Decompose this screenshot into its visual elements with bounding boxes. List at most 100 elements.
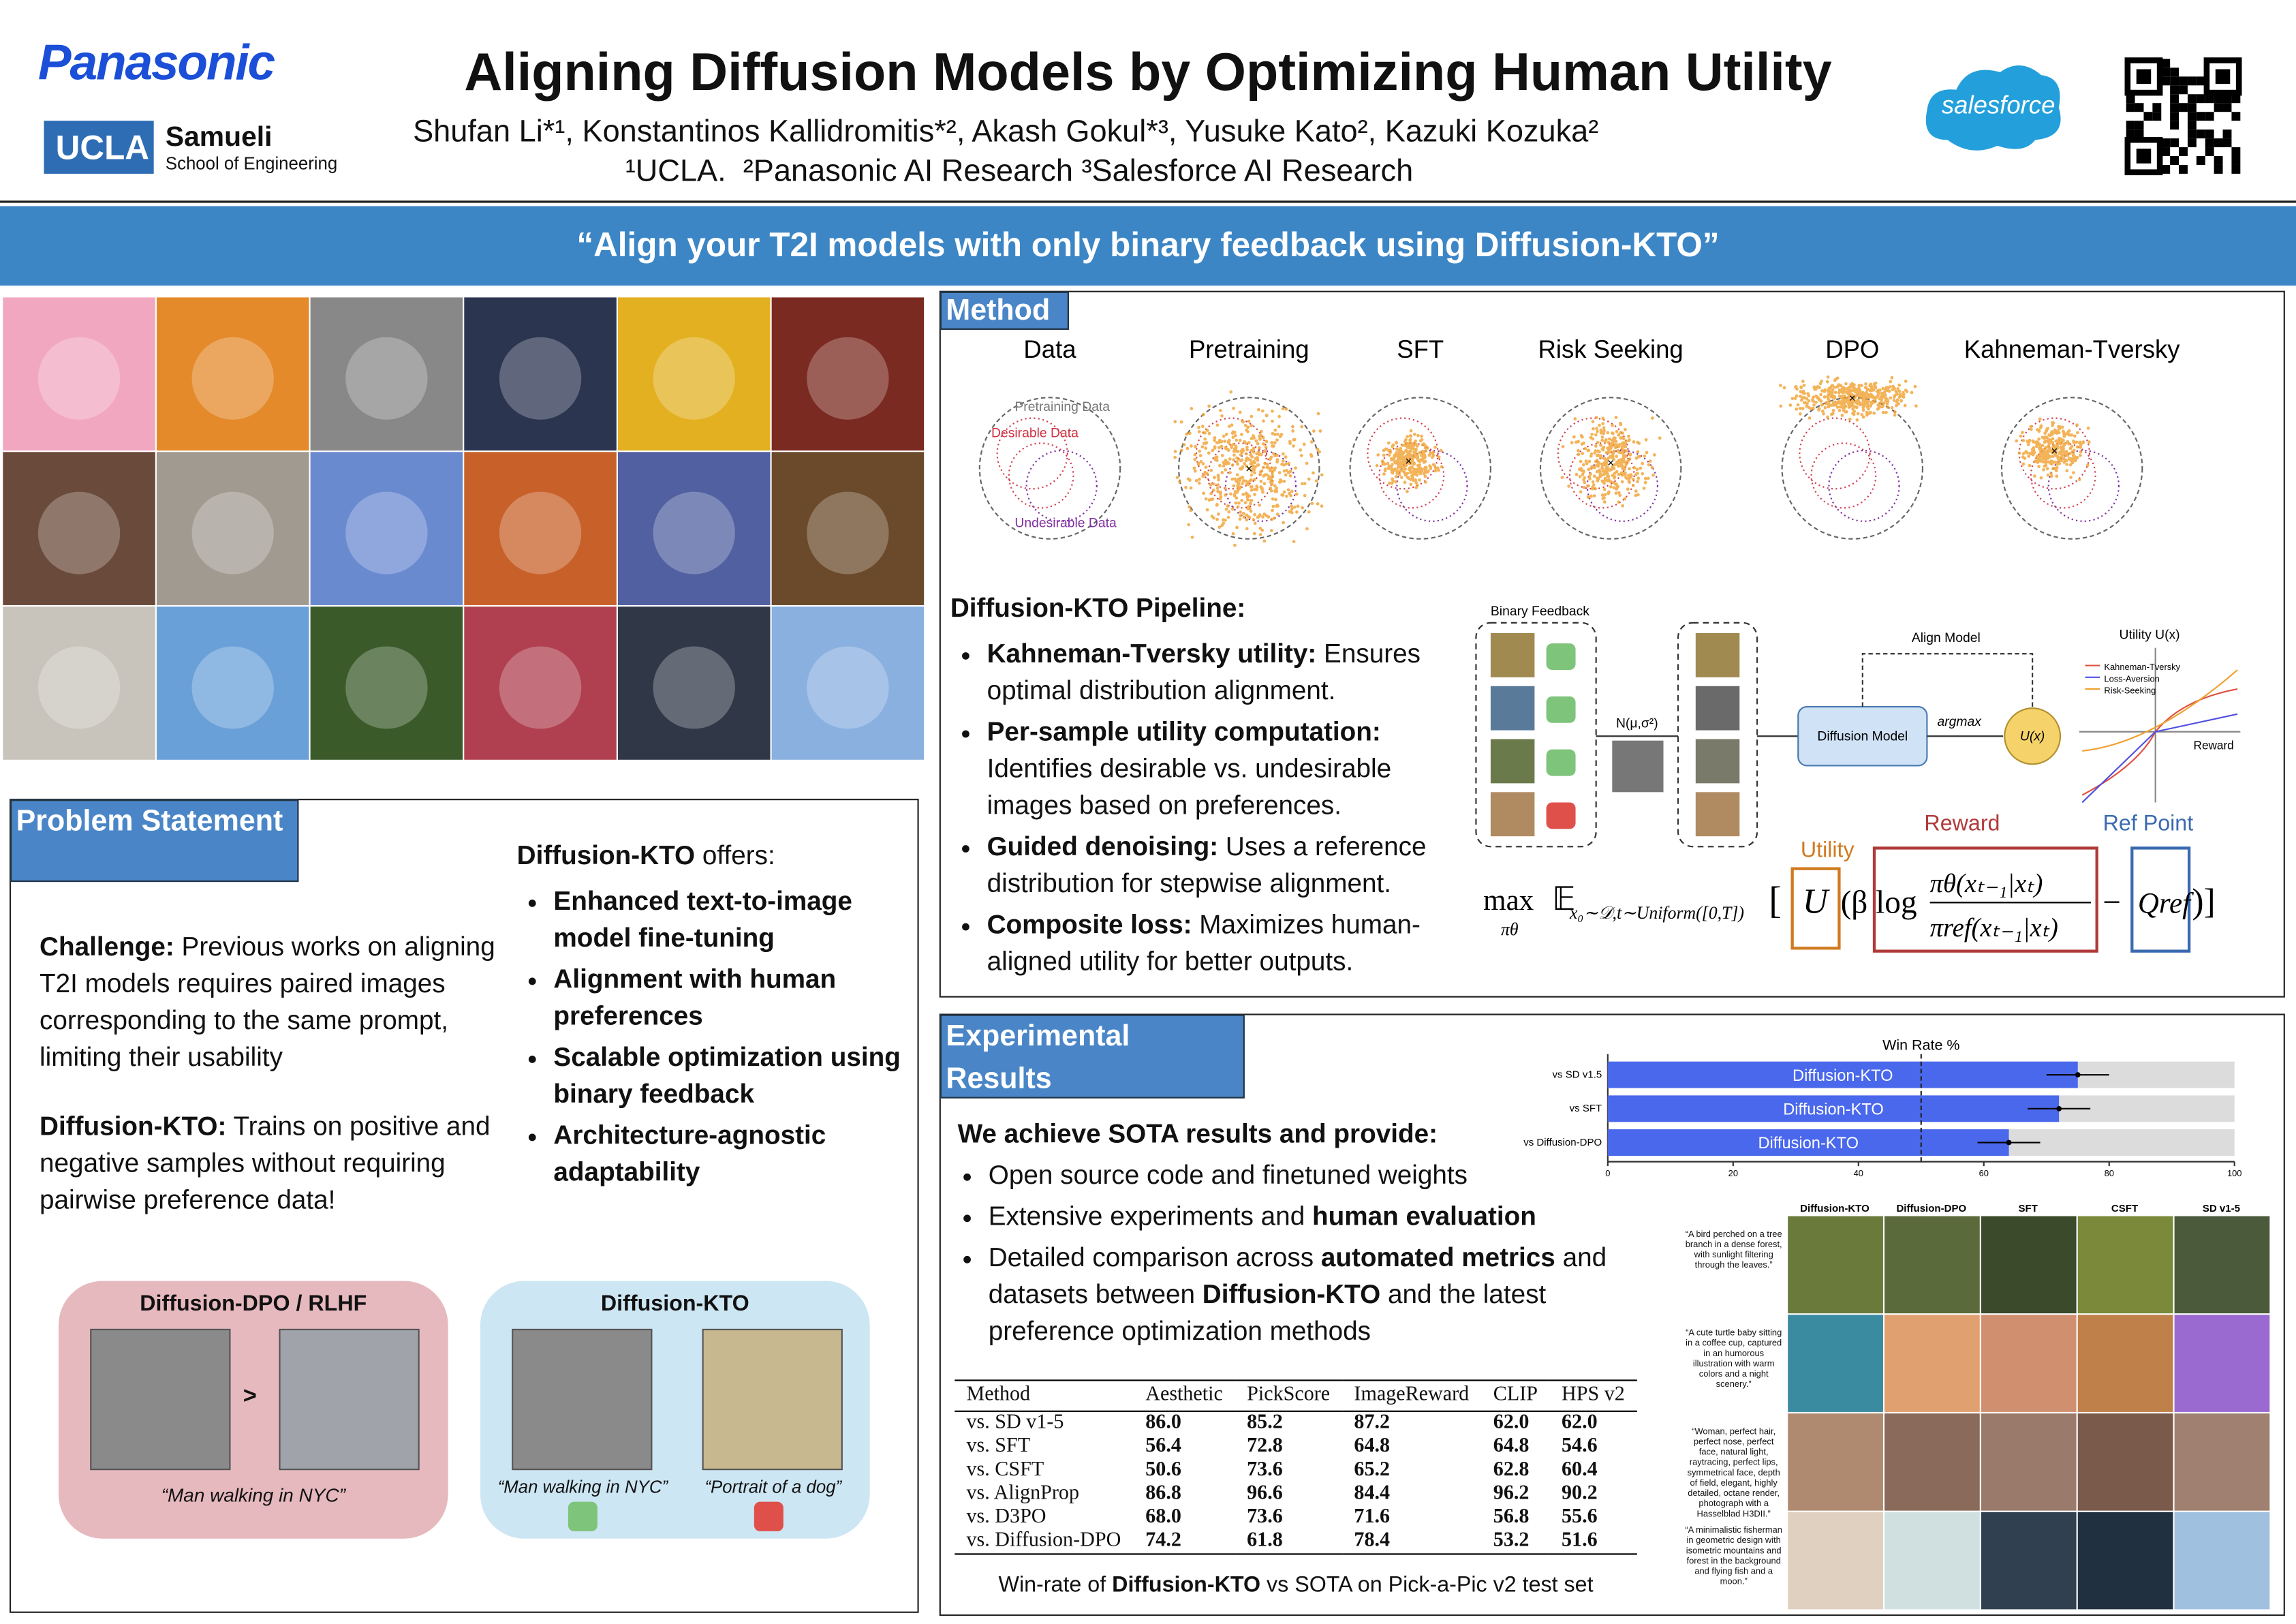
scatter-dot	[1852, 383, 1856, 387]
scatter-dot	[1249, 485, 1253, 489]
plot-circle	[1799, 417, 1871, 490]
scatter-dot	[1892, 399, 1896, 402]
scatter-dot	[1866, 399, 1870, 403]
scatter-dot	[2029, 427, 2033, 431]
scatter-dot	[1403, 473, 1408, 477]
table-caption: Win-rate of Diffusion-KTO vs SOTA on Pic…	[955, 1572, 1637, 1597]
scatter-dot	[1209, 468, 1213, 472]
scatter-dot	[1218, 491, 1222, 495]
scatter-dot	[1247, 494, 1252, 498]
plot-circle	[1224, 450, 1297, 522]
scatter-dot	[1882, 390, 1887, 395]
scatter-dot	[1567, 485, 1570, 488]
scatter-dot	[2036, 459, 2040, 463]
scatter-dot	[1829, 403, 1833, 408]
scatter-dot	[1650, 465, 1654, 470]
table-cell: 85.2	[1247, 1411, 1283, 1435]
plot-legend: Pretraining Data	[1014, 399, 1110, 414]
scatter-dot	[1873, 384, 1877, 388]
scatter-dot	[1870, 401, 1874, 405]
scatter-dot	[1602, 470, 1606, 473]
scatter-dot	[1243, 423, 1247, 427]
prompt: “A minimalistic fisherman in geometric d…	[1685, 1527, 1782, 1587]
scatter-dot	[1581, 469, 1585, 473]
scatter-dot	[2060, 445, 2064, 449]
scatter-dot	[1591, 485, 1595, 489]
scatter-dot	[1282, 452, 1285, 456]
noise-image	[1612, 740, 1664, 793]
scatter-dot	[1302, 442, 1306, 446]
scatter-dot	[1605, 462, 1609, 466]
scatter-dot	[1236, 480, 1240, 485]
scatter-dot	[1187, 523, 1191, 527]
scatter-dot	[1409, 482, 1413, 487]
scatter-dot	[2054, 461, 2058, 465]
scatter-dot	[1249, 509, 1253, 513]
scatter-dot	[1207, 404, 1211, 408]
x-tick-label: 20	[1728, 1168, 1738, 1178]
scatter-dot	[1577, 440, 1580, 444]
scatter-dot	[2026, 440, 2030, 444]
scatter-dot	[1605, 458, 1609, 462]
pipeline-list: Kahneman-Tversky utility: Ensures optima…	[950, 636, 1470, 985]
plot-circle	[1810, 442, 1877, 509]
scatter-dot	[1271, 419, 1274, 423]
gallery-detail	[653, 337, 735, 420]
scatter-dot	[1825, 380, 1829, 384]
prompt: “A bird perched on a tree branch in a de…	[1685, 1231, 1782, 1271]
scatter-dot	[1834, 403, 1838, 407]
scatter-dot	[1299, 454, 1303, 457]
scatter-dot	[1620, 446, 1624, 449]
scatter-dot	[1881, 386, 1885, 390]
scatter-dot	[1203, 431, 1207, 435]
scatter-dot	[1383, 469, 1387, 473]
scatter-dot	[1788, 403, 1793, 407]
scatter-dot	[2045, 429, 2048, 433]
scatter-dot	[1240, 476, 1243, 480]
scatter-dot	[1252, 478, 1256, 482]
scatter-dot	[1581, 452, 1585, 455]
scatter-dot	[1261, 515, 1265, 519]
qr-cell	[2222, 94, 2232, 104]
text-segment: Identifies desirable vs. undesirable ima…	[987, 754, 1392, 821]
scatter-dot	[1595, 470, 1599, 474]
scatter-dot	[1403, 467, 1407, 471]
scatter-dot	[1230, 446, 1233, 449]
bar	[1607, 1129, 2009, 1156]
scatter-dot	[1611, 431, 1615, 435]
qr-cell	[2214, 156, 2223, 165]
scatter-dot	[1314, 479, 1318, 483]
scatter-dot	[1602, 431, 1606, 435]
scatter-dot	[1205, 429, 1209, 432]
scatter-dot	[1272, 516, 1276, 520]
column-label: SD v1-5	[2203, 1203, 2240, 1214]
scatter-dot	[1853, 395, 1857, 399]
scatter-dot	[1877, 406, 1881, 410]
scatter-dot	[1256, 442, 1260, 446]
scatter-dot	[1243, 440, 1246, 444]
table-cell: 53.2	[1481, 1529, 1550, 1555]
scatter-dot	[1647, 463, 1651, 467]
example-image	[279, 1328, 420, 1471]
scatter-dot	[1572, 435, 1576, 439]
scatter-dot	[1173, 455, 1177, 459]
comparison-image	[1981, 1512, 2077, 1610]
scatter-dot	[1271, 431, 1275, 435]
scatter-dot	[1252, 446, 1256, 450]
qr-cell	[2126, 94, 2135, 104]
comparison-image	[1788, 1512, 1883, 1610]
scatter-dot	[1192, 466, 1196, 470]
scatter-dot	[1239, 449, 1243, 453]
scatter-dot	[1602, 500, 1607, 504]
scatter-dot	[1190, 444, 1193, 448]
scatter-dot	[1859, 384, 1863, 387]
scatter-dot	[1820, 409, 1825, 413]
scatter-dot	[1651, 416, 1654, 420]
prompt: “Woman, perfect hair, perfect nose, perf…	[1687, 1428, 1780, 1520]
scatter-dot	[1870, 385, 1874, 389]
qr-cell	[2161, 164, 2171, 174]
scatter-dot	[1222, 521, 1226, 525]
scatter-dot	[1574, 472, 1579, 476]
scatter-dot	[1619, 462, 1624, 466]
dpo-title: Diffusion-DPO / RLHF	[140, 1291, 367, 1317]
